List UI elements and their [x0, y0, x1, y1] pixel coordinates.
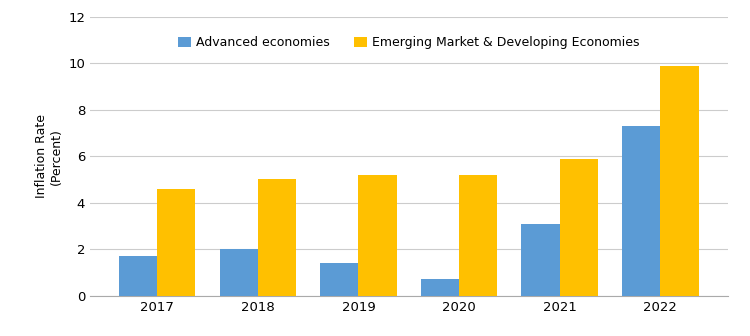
Bar [521, 224, 560, 296]
Bar [220, 249, 258, 296]
Bar [421, 280, 459, 296]
Bar [258, 179, 296, 296]
Legend: Advanced economies, Emerging Market & Developing Economies: Advanced economies, Emerging Market & De… [173, 32, 644, 54]
Bar [320, 263, 358, 296]
Bar [119, 256, 158, 296]
Bar [358, 175, 397, 296]
Bar [459, 175, 497, 296]
Bar [560, 159, 598, 296]
Bar [622, 126, 660, 296]
Bar [660, 66, 698, 296]
Bar [158, 189, 196, 296]
Y-axis label: Inflation Rate
(Percent): Inflation Rate (Percent) [34, 114, 62, 198]
